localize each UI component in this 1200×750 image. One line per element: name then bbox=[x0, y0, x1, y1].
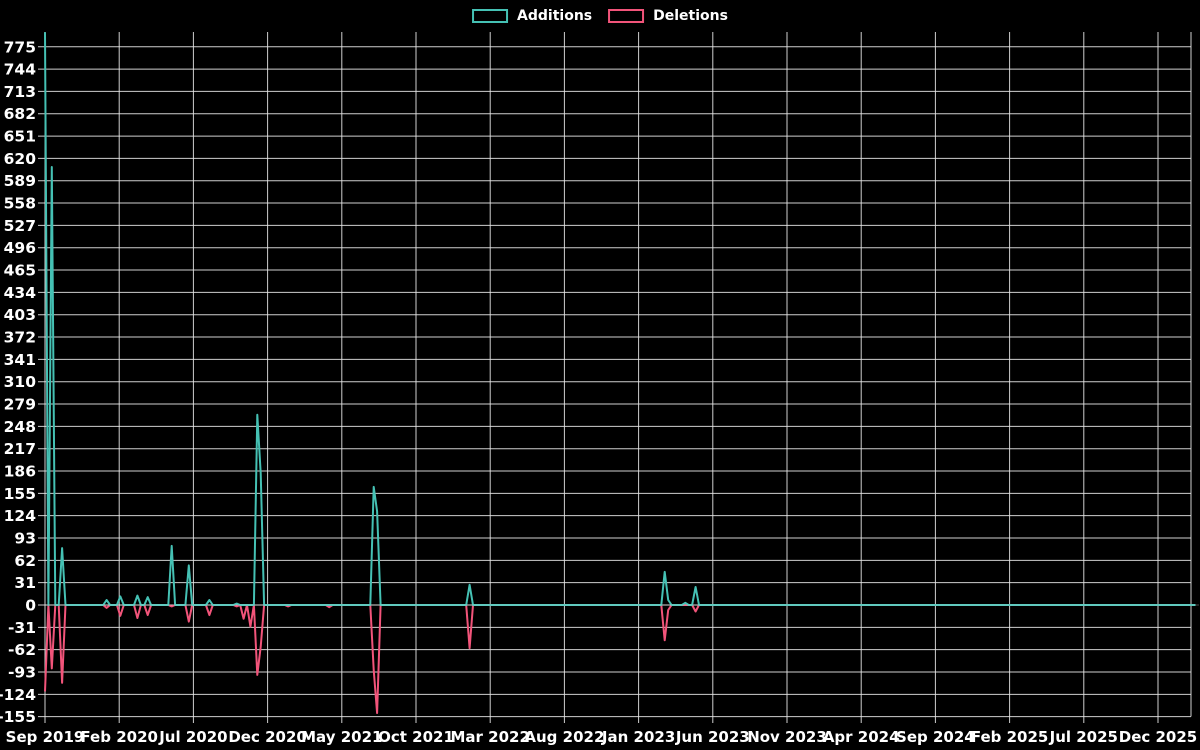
x-tick-label: Nov 2023 bbox=[747, 728, 827, 746]
y-tick-label: 775 bbox=[4, 38, 36, 56]
y-tick-label: 713 bbox=[4, 83, 36, 101]
y-tick-label: 0 bbox=[25, 597, 36, 615]
y-tick-label: 744 bbox=[4, 61, 37, 79]
y-tick-label: 341 bbox=[4, 351, 36, 369]
y-tick-label: 434 bbox=[4, 284, 37, 302]
chart-legend: Additions Deletions bbox=[472, 7, 728, 25]
x-tick-label: Sep 2024 bbox=[896, 728, 975, 746]
y-tick-label: 465 bbox=[4, 262, 36, 280]
x-tick-label: Aug 2022 bbox=[524, 728, 604, 746]
y-tick-label: -155 bbox=[0, 708, 36, 726]
deletions-swatch-icon bbox=[608, 9, 645, 23]
x-tick-label: Jul 2020 bbox=[158, 728, 227, 746]
x-tick-label: Dec 2020 bbox=[228, 728, 307, 746]
y-tick-label: -31 bbox=[8, 619, 36, 637]
legend-label-deletions: Deletions bbox=[653, 8, 728, 24]
vertical-gridlines bbox=[44, 32, 1192, 723]
y-tick-label: 310 bbox=[4, 373, 37, 391]
y-tick-label: -93 bbox=[8, 663, 36, 681]
y-tick-label: 651 bbox=[4, 128, 36, 146]
series-line-additions bbox=[44, 32, 1196, 606]
y-tick-label: -124 bbox=[0, 686, 36, 704]
y-tick-label: 31 bbox=[14, 574, 36, 592]
y-tick-label: 589 bbox=[4, 172, 36, 190]
x-tick-label: Jul 2025 bbox=[1049, 728, 1118, 746]
x-tick-label: Feb 2025 bbox=[971, 728, 1049, 746]
y-tick-label: 124 bbox=[4, 507, 37, 525]
x-tick-label: May 2021 bbox=[301, 728, 382, 746]
y-axis-tick-labels: 7757447136826516205895585274964654344033… bbox=[0, 38, 36, 726]
y-tick-label: 62 bbox=[14, 552, 36, 570]
x-tick-label: Jun 2023 bbox=[675, 728, 750, 746]
y-tick-label: 279 bbox=[4, 396, 36, 414]
y-tick-label: 248 bbox=[4, 418, 36, 436]
legend-label-additions: Additions bbox=[517, 8, 593, 24]
x-tick-label: Dec 2025 bbox=[1119, 728, 1198, 746]
y-tick-label: 620 bbox=[4, 150, 37, 168]
additions-swatch-icon bbox=[472, 9, 509, 23]
x-tick-label: Feb 2020 bbox=[80, 728, 158, 746]
y-tick-label: 372 bbox=[4, 329, 36, 347]
legend-item-additions[interactable]: Additions bbox=[472, 7, 592, 25]
y-tick-label: 403 bbox=[4, 306, 36, 324]
x-tick-label: Apr 2024 bbox=[823, 728, 900, 746]
y-tick-label: 558 bbox=[4, 195, 36, 213]
legend-item-deletions[interactable]: Deletions bbox=[608, 7, 728, 25]
horizontal-gridlines bbox=[38, 46, 1191, 718]
y-tick-label: 496 bbox=[4, 239, 36, 257]
y-tick-label: 186 bbox=[4, 463, 36, 481]
x-tick-label: Oct 2021 bbox=[378, 728, 454, 746]
y-tick-label: 155 bbox=[4, 485, 36, 503]
x-tick-label: Jan 2023 bbox=[601, 728, 675, 746]
y-tick-label: 682 bbox=[4, 105, 36, 123]
x-tick-label: Sep 2019 bbox=[6, 728, 85, 746]
y-tick-label: 217 bbox=[4, 440, 36, 458]
y-tick-label: 527 bbox=[4, 217, 36, 235]
x-tick-label: Mar 2022 bbox=[450, 728, 529, 746]
y-tick-label: -62 bbox=[8, 641, 36, 659]
y-tick-label: 93 bbox=[14, 530, 36, 548]
